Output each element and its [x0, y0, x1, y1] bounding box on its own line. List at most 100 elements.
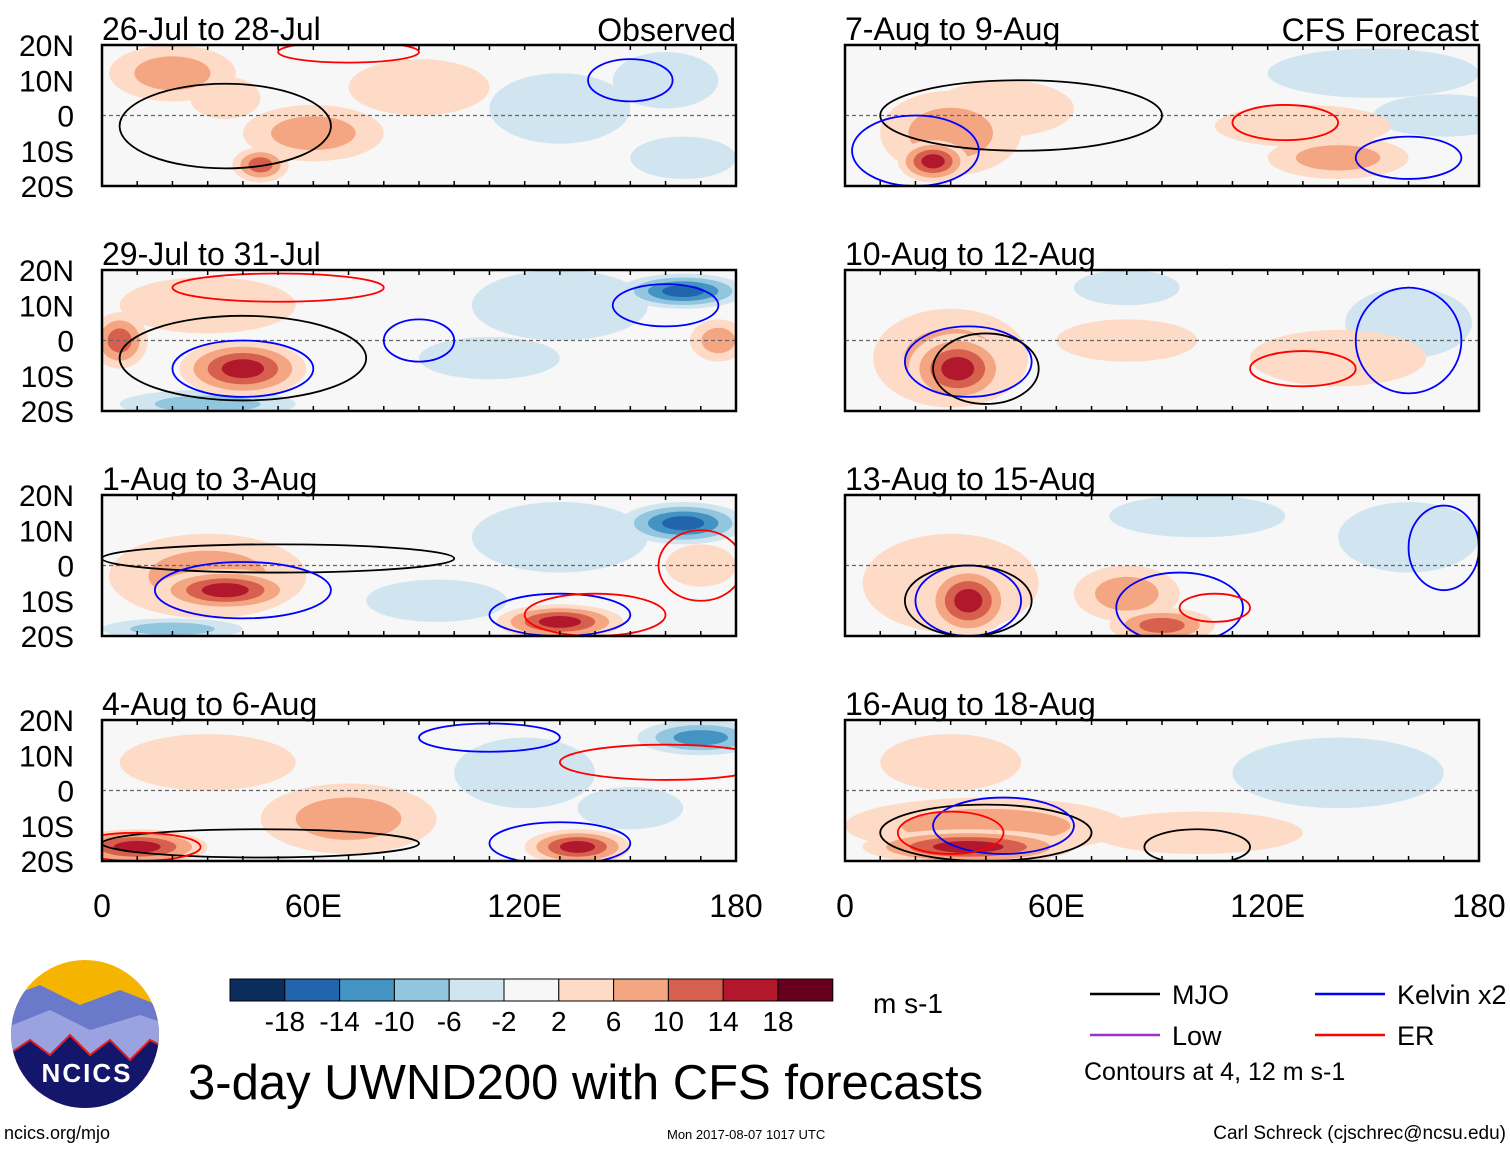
- er-contour: [896, 810, 1005, 855]
- colorbar-swatch: [339, 978, 395, 1002]
- anomaly-blob: [1073, 270, 1180, 306]
- anomaly-blob: [1232, 737, 1444, 809]
- panel-title: 7-Aug to 9-Aug: [845, 11, 1060, 47]
- colorbar-units: m s-1: [873, 988, 943, 1019]
- x-tick-label: 60E: [285, 888, 342, 924]
- anomaly-blob: [1267, 48, 1479, 98]
- y-tick-label: 10S: [21, 361, 74, 394]
- anomaly-blob: [559, 841, 596, 853]
- colorbar-swatch: [722, 978, 779, 1002]
- site-link[interactable]: ncics.org/mjo: [4, 1123, 111, 1143]
- y-tick-label: 0: [57, 776, 74, 809]
- colorbar-label: 10: [653, 1006, 684, 1037]
- mjo-contour: [879, 79, 1163, 152]
- legend-item: MJO: [1090, 980, 1229, 1010]
- x-tick-label: 120E: [487, 888, 562, 924]
- anomaly-blob: [130, 622, 215, 636]
- anomaly-blob: [1109, 495, 1286, 538]
- anomaly-blob: [921, 154, 945, 169]
- anomaly-blob: [954, 589, 983, 613]
- y-tick-label: 20S: [21, 621, 74, 654]
- ncics-logo[interactable]: NCICS: [0, 950, 170, 1120]
- colorbar-label: 6: [606, 1006, 622, 1037]
- panel-title: 26-Jul to 28-Jul: [102, 11, 321, 47]
- y-tick-label: 10N: [19, 740, 74, 773]
- mjo-contour: [932, 332, 1040, 405]
- anomaly-blob: [201, 583, 249, 598]
- kelvin-contour: [851, 114, 980, 186]
- anomaly-blob: [1095, 576, 1159, 611]
- anomaly-blob: [673, 730, 728, 746]
- legend-label: ER: [1397, 1021, 1435, 1051]
- column-label: CFS Forecast: [1282, 12, 1479, 48]
- colorbar-label: -18: [265, 1006, 305, 1037]
- y-tick-label: 10N: [19, 515, 74, 548]
- legend-item: Low: [1090, 1021, 1222, 1051]
- y-tick-label: 20N: [19, 255, 74, 288]
- column-label: Observed: [597, 12, 736, 48]
- colorbar-label: -10: [374, 1006, 414, 1037]
- colorbar-label: 18: [762, 1006, 793, 1037]
- colorbar-swatch: [613, 978, 669, 1002]
- anomaly-blob: [454, 737, 596, 809]
- colorbar-swatch: [393, 978, 450, 1002]
- panel-title: 4-Aug to 6-Aug: [102, 686, 317, 722]
- colorbar-swatch: [229, 978, 286, 1002]
- mjo-contour: [118, 314, 368, 402]
- kelvin-contour: [153, 561, 332, 620]
- anomaly-blob: [471, 502, 648, 573]
- y-tick-label: 10S: [21, 586, 74, 619]
- er-contour: [277, 45, 420, 64]
- anomaly-blob: [113, 841, 161, 853]
- colorbar-label: -6: [437, 1006, 462, 1037]
- anomaly-blob: [1338, 502, 1479, 573]
- kelvin-contour: [1354, 286, 1463, 395]
- panel-title: 16-Aug to 18-Aug: [845, 686, 1096, 722]
- kelvin-contour: [1354, 135, 1463, 180]
- panel-title: 29-Jul to 31-Jul: [102, 236, 321, 272]
- kelvin-contour: [611, 283, 720, 328]
- map-panel: 10-Aug to 12-Aug: [843, 236, 1481, 413]
- anomaly-blob: [577, 786, 684, 830]
- er-contour: [657, 529, 736, 602]
- contour-note: Contours at 4, 12 m s-1: [1084, 1058, 1346, 1086]
- anomaly-blob: [941, 356, 975, 381]
- kelvin-contour: [488, 821, 632, 861]
- legend-item: ER: [1315, 1021, 1435, 1051]
- x-tick-label: 180: [709, 888, 762, 924]
- y-tick-label: 10N: [19, 290, 74, 323]
- kelvin-contour: [903, 325, 1033, 398]
- mjo-contour: [1143, 828, 1251, 861]
- x-tick-label: 0: [93, 888, 111, 924]
- anomaly-blob: [662, 285, 705, 298]
- colorbar-label: -2: [492, 1006, 517, 1037]
- x-tick-label: 0: [836, 888, 854, 924]
- mjo-contour: [102, 543, 456, 574]
- anomaly-blob: [662, 516, 705, 531]
- y-tick-label: 0: [57, 101, 74, 134]
- y-tick-label: 20N: [19, 30, 74, 63]
- panel-title: 13-Aug to 15-Aug: [845, 461, 1096, 497]
- y-tick-label: 0: [57, 326, 74, 359]
- anomaly-blob: [154, 395, 261, 411]
- colorbar-swatch: [667, 978, 724, 1002]
- x-tick-label: 60E: [1028, 888, 1085, 924]
- anomaly-blob: [271, 116, 356, 151]
- er-contour: [559, 743, 736, 781]
- legend-item: Kelvin x2: [1315, 980, 1507, 1010]
- anomaly-blob: [295, 797, 402, 840]
- y-tick-label: 20S: [21, 171, 74, 204]
- colorbar-swatch: [777, 978, 834, 1002]
- map-panel: 13-Aug to 15-Aug: [843, 461, 1481, 638]
- anomaly-blob: [419, 336, 560, 380]
- mjo-contour: [903, 564, 1033, 636]
- er-contour: [102, 831, 202, 861]
- y-tick-label: 20N: [19, 705, 74, 738]
- mjo-contour: [118, 82, 332, 170]
- colorbar-label: 2: [551, 1006, 567, 1037]
- colorbar-swatch: [558, 978, 615, 1002]
